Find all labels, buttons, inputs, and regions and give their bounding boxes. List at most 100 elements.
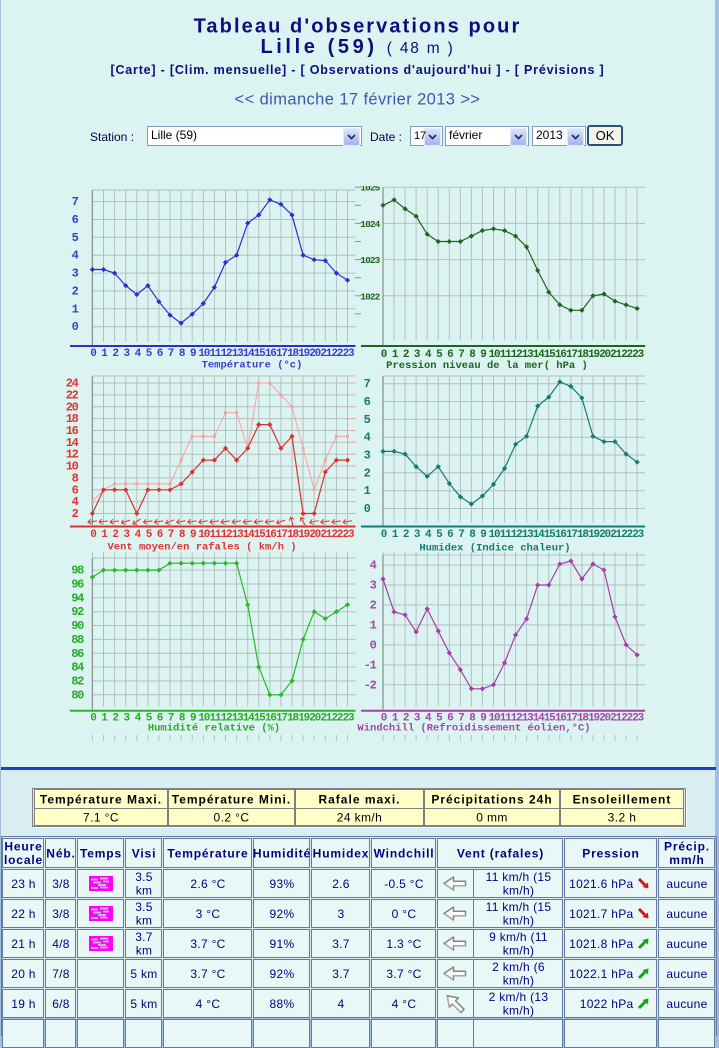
svg-text:Température Mini.: Température Mini. [172,792,291,806]
svg-text:5: 5 [436,529,443,541]
svg-text:2: 2 [403,713,409,725]
svg-text:17: 17 [276,529,287,541]
svg-text:20: 20 [599,529,610,541]
svg-text:Windchill (Refroidissement éol: Windchill (Refroidissement éolien,°C) [357,723,590,735]
svg-text:OK: OK [596,128,615,143]
svg-text:1021.6 hPa: 1021.6 hPa [569,877,633,891]
svg-text:12: 12 [221,529,232,541]
svg-text:16: 16 [555,713,566,725]
svg-text:aucune: aucune [666,967,707,981]
svg-text:23: 23 [632,713,644,725]
svg-text:Humidité: Humidité [253,846,311,860]
svg-text:3: 3 [414,529,421,541]
svg-text:22: 22 [331,713,342,725]
svg-text:14: 14 [243,348,255,360]
svg-text:8: 8 [179,713,186,725]
svg-text:12: 12 [66,448,79,462]
svg-text:5: 5 [146,348,153,360]
svg-text:20: 20 [309,348,320,360]
svg-text:92: 92 [71,605,84,619]
svg-text:7.1 °C: 7.1 °C [83,810,119,824]
svg-text:Rafale maxi.: Rafale maxi. [318,792,400,806]
svg-text:0: 0 [381,349,387,361]
svg-text:3/8: 3/8 [52,877,70,891]
svg-text:7: 7 [458,529,464,541]
svg-text:86: 86 [71,647,84,661]
svg-text:19: 19 [588,349,599,361]
svg-text:Station :: Station : [90,130,134,144]
svg-text:19: 19 [588,529,599,541]
svg-text:18: 18 [66,412,79,426]
svg-text:88%: 88% [270,997,295,1011]
svg-text:Néb.: Néb. [46,846,75,860]
svg-text:9: 9 [480,529,486,541]
svg-text:6: 6 [447,713,453,725]
svg-text:4: 4 [135,713,142,725]
svg-text:20: 20 [66,400,79,414]
svg-text:0.2 °C: 0.2 °C [214,810,250,824]
svg-text:4: 4 [72,249,79,263]
svg-text:20: 20 [599,349,610,361]
svg-text:2: 2 [364,466,371,480]
svg-text:23 h: 23 h [11,877,36,891]
svg-text:4: 4 [425,529,432,541]
svg-text:12: 12 [511,713,522,725]
svg-text:0 mm: 0 mm [476,810,508,824]
svg-text:12: 12 [221,348,232,360]
svg-text:17: 17 [566,529,577,541]
svg-text:19 h: 19 h [11,997,36,1011]
svg-text:aucune: aucune [666,937,707,951]
svg-text:km/h): km/h) [503,884,535,898]
svg-text:4/8: 4/8 [52,937,70,951]
svg-text:10: 10 [198,529,209,541]
svg-text:22: 22 [621,713,632,725]
svg-text:14: 14 [533,713,545,725]
svg-text:18: 18 [577,349,589,361]
svg-text:8: 8 [72,471,79,485]
svg-text:17: 17 [276,348,287,360]
svg-text:11 km/h (15: 11 km/h (15 [486,870,552,884]
svg-text:5: 5 [364,413,371,427]
svg-text:2.6 °C: 2.6 °C [190,877,225,891]
svg-text:7: 7 [458,349,464,361]
svg-text:Humidité relative (%): Humidité relative (%) [148,723,280,735]
svg-text:17: 17 [566,349,577,361]
svg-text:-2: -2 [364,678,377,692]
svg-text:19: 19 [298,713,309,725]
svg-text:3.7 °C: 3.7 °C [386,967,421,981]
svg-text:11: 11 [500,713,512,725]
svg-text:locale: locale [4,853,43,867]
svg-text:20: 20 [309,713,320,725]
svg-text:6: 6 [157,713,163,725]
svg-text:23: 23 [632,349,644,361]
svg-text:20: 20 [599,713,610,725]
svg-text:Humidex: Humidex [313,846,370,860]
svg-text:22: 22 [331,348,342,360]
svg-text:18: 18 [577,529,589,541]
svg-text:Tableau d'observations pour: Tableau d'observations pour [194,16,522,38]
svg-text:21 h: 21 h [11,937,36,951]
svg-text:Température (°c): Température (°c) [202,360,303,372]
svg-text:4 °C: 4 °C [392,997,417,1011]
svg-text:21: 21 [320,348,332,360]
svg-text:1: 1 [101,713,108,725]
svg-text:93%: 93% [270,877,295,891]
svg-text:Heure: Heure [4,839,42,853]
svg-text:9: 9 [480,713,486,725]
svg-text:9: 9 [190,713,196,725]
svg-text:3.7: 3.7 [332,967,350,981]
svg-text:23: 23 [632,529,644,541]
svg-text:2: 2 [403,529,409,541]
svg-text:km: km [136,914,153,928]
svg-text:1: 1 [364,484,371,498]
svg-text:Vent moyen/en rafales ( km/h ): Vent moyen/en rafales ( km/h ) [107,542,296,554]
svg-text:<< dimanche 17 février 2013 >>: << dimanche 17 février 2013 >> [235,91,481,109]
svg-text:94: 94 [71,591,84,605]
svg-text:1.3 °C: 1.3 °C [386,937,421,951]
svg-text:3.2 h: 3.2 h [608,810,637,824]
svg-text:22: 22 [66,388,79,402]
svg-text:2: 2 [112,529,118,541]
svg-text:19: 19 [588,713,599,725]
svg-text:3.5: 3.5 [135,900,153,914]
svg-text:21: 21 [610,529,622,541]
